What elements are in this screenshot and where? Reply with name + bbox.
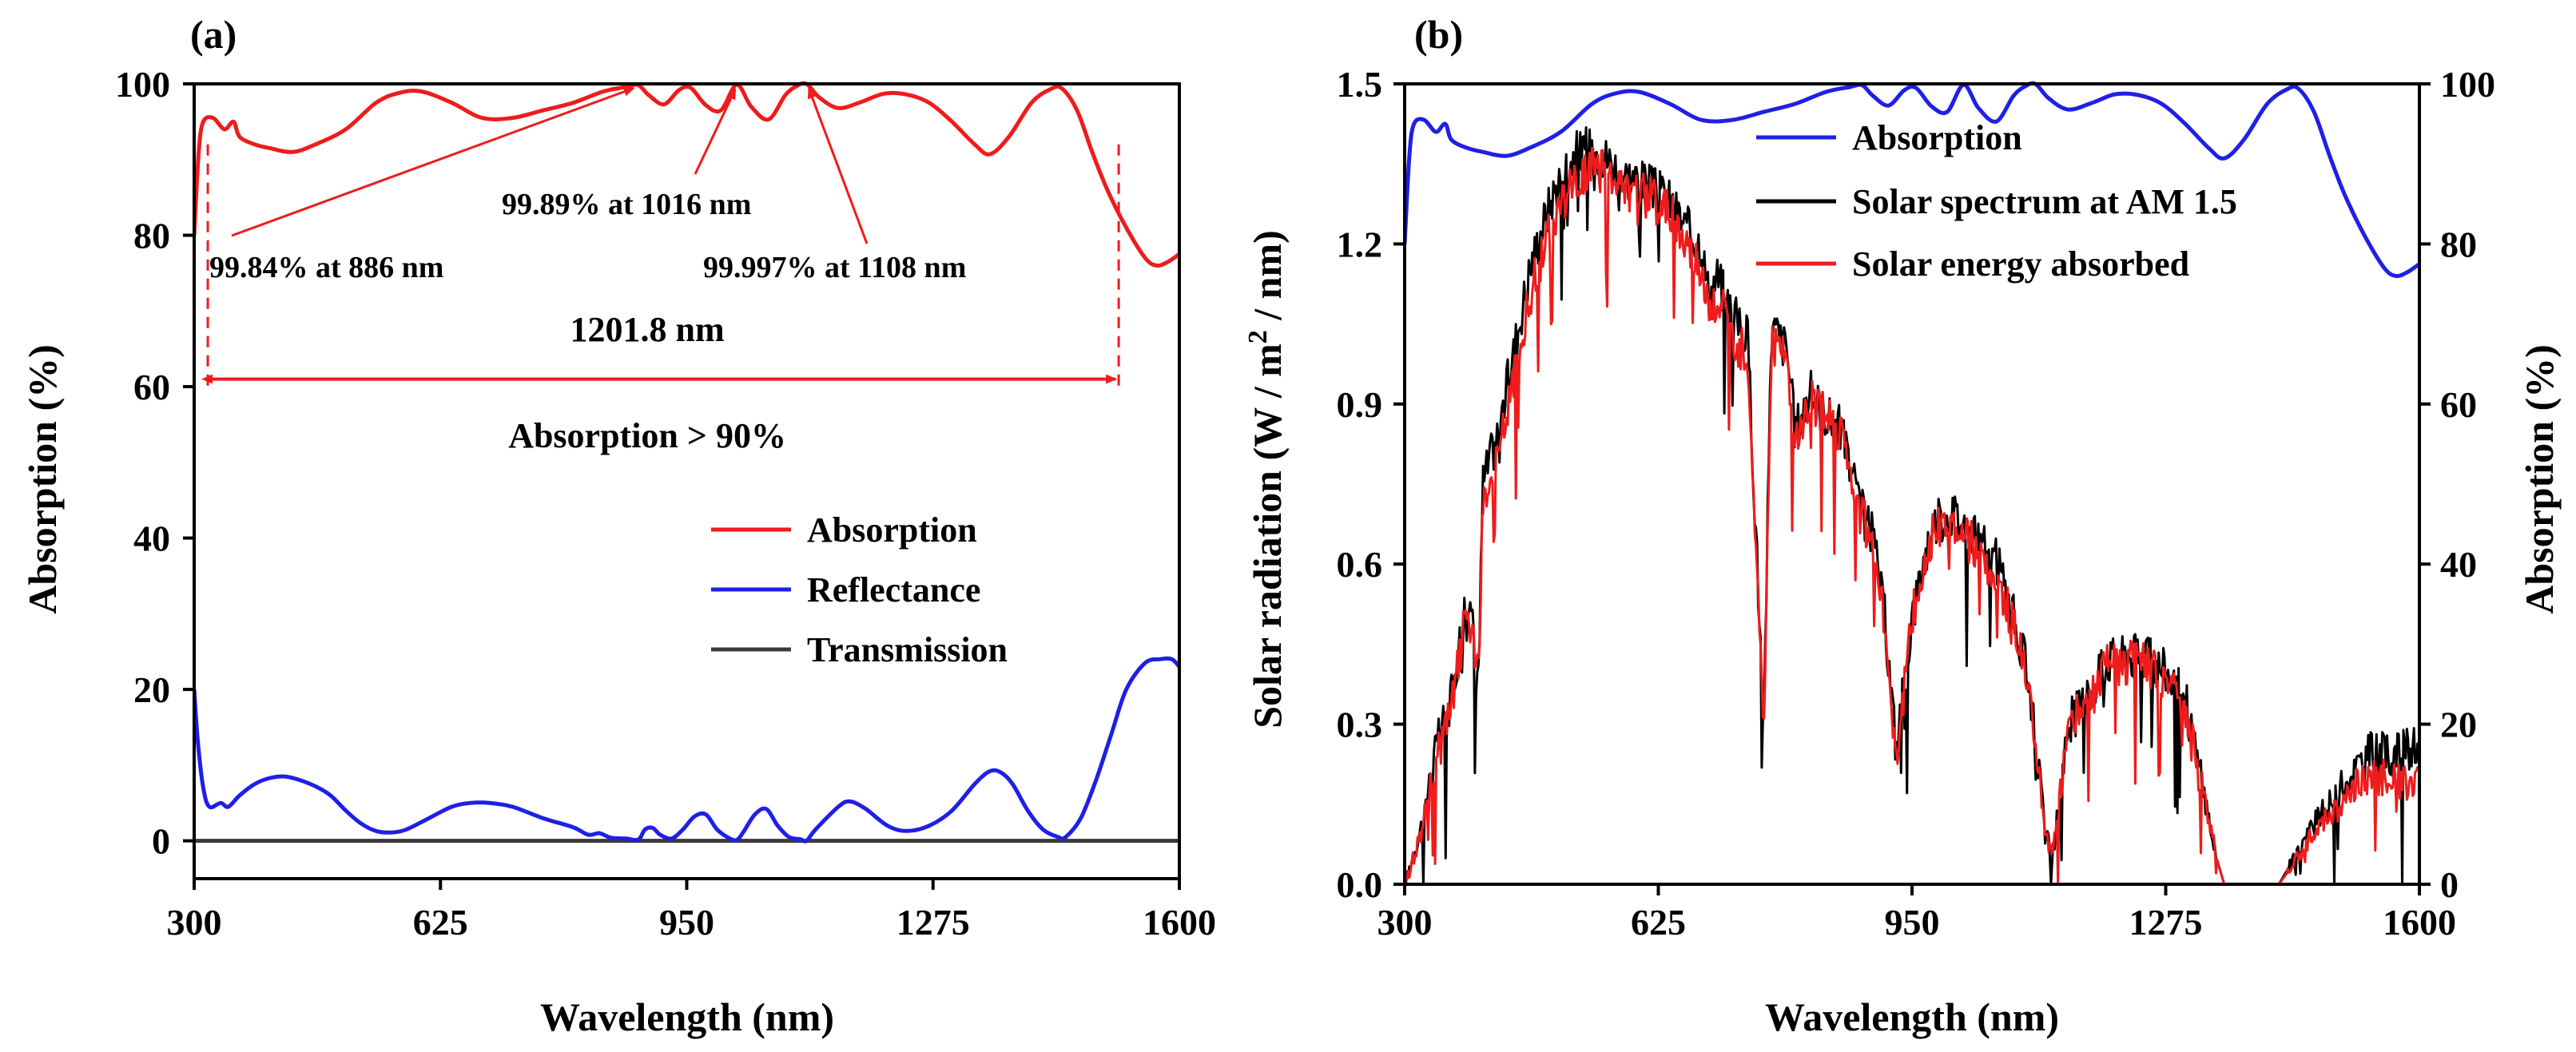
y-tick-label-a: 40	[133, 518, 170, 559]
x-tick-label-a: 1600	[1143, 902, 1216, 943]
panel-a: (a) 99.84% at 886 nm 99.89% at 1016 nm 99.…	[20, 12, 1216, 1039]
x-tick-label-b: 625	[1631, 902, 1686, 943]
annotation-arrow-1108	[807, 87, 869, 244]
y-tick-label-a: 20	[133, 669, 170, 710]
panel-a-x-axis-label: Wavelength (nm)	[540, 994, 834, 1039]
annotation-886-label: 99.84% at 886 nm	[209, 251, 443, 284]
panel-b-label: (b)	[1414, 12, 1463, 57]
x-tick-label-b: 1275	[2129, 902, 2203, 943]
y-tick-label-b: 1.5	[1337, 64, 1383, 105]
y-tick-label-b: 0.0	[1337, 864, 1383, 905]
x-tick-label-a: 625	[413, 902, 468, 943]
y2-tick-label-b: 60	[2440, 384, 2477, 425]
series-line-absorption-b	[1405, 81, 2419, 279]
annotation-arrow-1016	[694, 88, 737, 175]
panel-a-label: (a)	[190, 12, 237, 57]
bandwidth-label: 1201.8 nm	[570, 310, 725, 349]
y2-tick-label-b: 80	[2440, 224, 2477, 264]
y-tick-label-b: 1.2	[1337, 224, 1383, 264]
legend-label-absorption-b: Absorption	[1852, 118, 2022, 157]
x-tick-label-b: 950	[1885, 902, 1940, 943]
legend-label-solar-spectrum: Solar spectrum at AM 1.5	[1852, 182, 2237, 221]
x-tick-label-b: 1600	[2383, 902, 2456, 943]
y-tick-label-b: 0.3	[1337, 705, 1383, 745]
legend-label-reflectance: Reflectance	[807, 570, 980, 609]
panel-b-legend: Absorption Solar spectrum at AM 1.5 Sola…	[1756, 118, 2237, 284]
y-tick-label-a: 60	[133, 367, 170, 407]
y-tick-label-b: 0.6	[1337, 544, 1383, 585]
y2-tick-label-b: 40	[2440, 544, 2477, 585]
legend-label-transmission: Transmission	[807, 630, 1008, 669]
y2-tick-label-b: 100	[2440, 64, 2495, 105]
panel-b: (b) 300 625 950 1275 1600 0.0 0.3 0.6 0.9 1.2 1.5…	[1243, 12, 2562, 1039]
y-tick-label-a: 100	[115, 64, 170, 105]
y-tick-label-a: 80	[133, 216, 170, 256]
absorption-threshold-label: Absorption > 90%	[508, 416, 786, 455]
x-tick-label-b: 300	[1377, 902, 1433, 943]
panel-b-x-axis-label: Wavelength (nm)	[1765, 994, 2059, 1039]
x-tick-label-a: 300	[167, 902, 222, 943]
annotation-1016-label: 99.89% at 1016 nm	[502, 188, 751, 221]
series-line-solar-spectrum-at-am-1-5	[1405, 126, 2419, 885]
panel-a-legend: Absorption Reflectance Transmission	[711, 510, 1008, 669]
y-label-superscript: 2	[1243, 330, 1273, 343]
y-tick-label-a: 0	[152, 821, 170, 862]
legend-label-absorption-a: Absorption	[807, 510, 977, 550]
series-line-absorption-a	[194, 81, 1179, 268]
y-tick-label-b: 0.9	[1337, 384, 1383, 425]
series-line-reflectance-a	[194, 656, 1179, 844]
y2-tick-label-b: 20	[2440, 705, 2477, 745]
x-tick-label-a: 950	[659, 902, 714, 943]
x-tick-label-a: 1275	[896, 902, 970, 943]
annotation-arrow-886	[231, 87, 635, 237]
y-label-suffix: / nm)	[1245, 230, 1290, 330]
y2-tick-label-b: 0	[2440, 864, 2459, 905]
panel-b-y2-axis-label: Absorption (%)	[2517, 344, 2562, 614]
panel-a-y-axis-label: Absorption (%)	[20, 344, 65, 614]
y-label-prefix: Solar radiation (W / m	[1245, 343, 1290, 728]
legend-label-solar-absorbed: Solar energy absorbed	[1852, 244, 2189, 284]
annotation-1108-label: 99.997% at 1108 nm	[703, 251, 966, 284]
panel-b-y-axis-label: Solar radiation (W / m2 / nm)	[1243, 230, 1290, 728]
